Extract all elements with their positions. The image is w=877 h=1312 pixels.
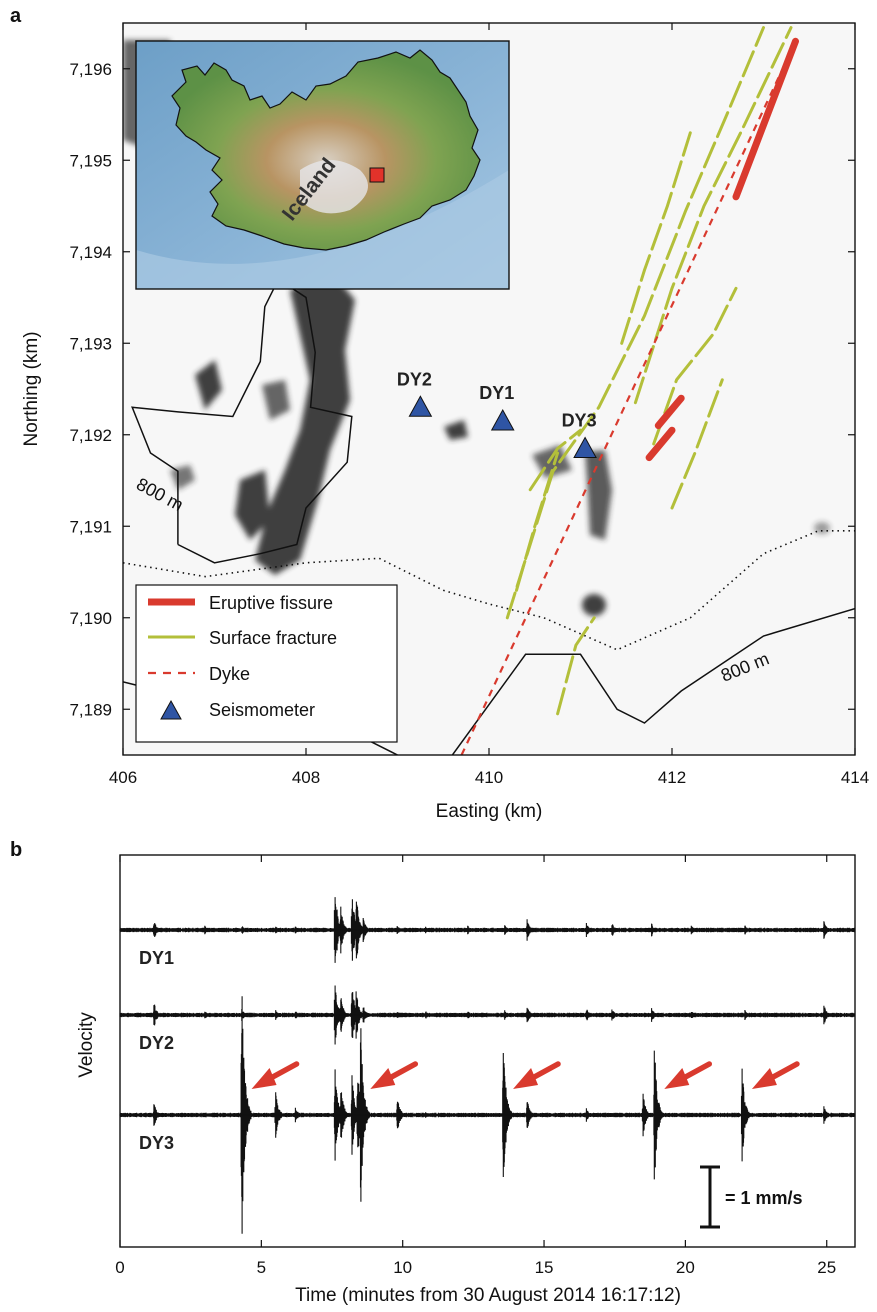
- event-arrow-head: [664, 1068, 690, 1089]
- map-x-tick-label: 412: [658, 768, 686, 787]
- surface-fracture: [620, 131, 692, 345]
- time-tick-label: 20: [676, 1258, 695, 1277]
- surface-fracture: [556, 616, 596, 716]
- surface-fracture: [515, 451, 560, 592]
- seismogram-x-axis-label: Time (minutes from 30 August 2014 16:17:…: [295, 1285, 681, 1306]
- contour-line: [131, 278, 353, 564]
- map-y-tick-label: 7,191: [69, 517, 112, 536]
- surface-fracture: [528, 428, 582, 492]
- seismometer-dy3: [573, 436, 597, 458]
- map-x-tick-label: 414: [841, 768, 869, 787]
- iceland-landmass: [171, 49, 481, 251]
- legend-fracture-label: Surface fracture: [209, 628, 337, 648]
- scale-bar-label: = 1 mm/s: [725, 1188, 803, 1208]
- time-tick-label: 15: [535, 1258, 554, 1277]
- trace-label-dy2: DY2: [139, 1033, 174, 1053]
- dyke-line: [460, 40, 797, 755]
- surface-fracture: [670, 378, 724, 510]
- seismometer-dy1: [490, 408, 515, 431]
- trace-labels: DY1 DY2 DY3: [139, 948, 174, 1153]
- time-tick-label: 10: [393, 1258, 412, 1277]
- legend-dyke-label: Dyke: [209, 664, 250, 684]
- station-label-dy3: DY3: [562, 410, 597, 430]
- map-y-axis-label: Northing (km): [21, 331, 42, 446]
- map-x-tick-label: 408: [292, 768, 320, 787]
- surface-fractures: [505, 26, 793, 716]
- iceland-highland: [300, 160, 368, 214]
- map-y-tick-label: 7,189: [69, 700, 112, 719]
- inset-location-marker: [369, 167, 385, 183]
- inset-frame: [135, 40, 510, 290]
- time-tick-label: 25: [817, 1258, 836, 1277]
- legend-fissure-label: Eruptive fissure: [209, 593, 333, 613]
- surface-fracture: [633, 26, 793, 405]
- map-x-axis-label: Easting (km): [436, 801, 543, 822]
- event-arrow-head: [751, 1068, 777, 1089]
- eruptive-fissure: [645, 426, 676, 462]
- map-x-tick-label: 410: [475, 768, 503, 787]
- panel-label-b: b: [10, 839, 22, 861]
- map-y-tick-label: 7,193: [69, 334, 112, 353]
- eruptive-fissure: [654, 394, 685, 430]
- panel-label-a: a: [10, 5, 22, 27]
- surface-fracture: [652, 286, 738, 446]
- seismogram-x-axis: 0 5 10 15 20 25: [115, 855, 836, 1277]
- legend-seismometer-swatch: [160, 699, 182, 720]
- event-arrows: [251, 1061, 800, 1089]
- seismometer-dy2: [408, 395, 433, 417]
- map-y-tick-label: 7,195: [69, 151, 112, 170]
- inset-shelf: [136, 170, 509, 289]
- map-x-tick-label: 406: [109, 768, 137, 787]
- map-x-axis: 406 408 410 412 414: [109, 23, 869, 787]
- map-y-tick-label: 7,192: [69, 426, 112, 445]
- event-arrow-head: [370, 1068, 396, 1089]
- map-y-tick-label: 7,196: [69, 60, 112, 79]
- map-y-tick-label: 7,190: [69, 609, 112, 628]
- station-label-dy1: DY1: [479, 383, 514, 403]
- inset-map: Iceland: [135, 40, 510, 290]
- event-arrow-head: [513, 1068, 539, 1089]
- event-arrow-head: [251, 1068, 277, 1089]
- legend: Eruptive fissure Surface fracture Dyke S…: [135, 584, 398, 743]
- station-label-dy2: DY2: [397, 369, 432, 389]
- trace-label-dy3: DY3: [139, 1133, 174, 1153]
- time-tick-label: 5: [257, 1258, 266, 1277]
- seismogram-panel: DY1 DY2 DY3 = 1 mm/s 0 5 10 15 20 25 Time (minu…: [76, 854, 856, 1306]
- contour-line: [451, 607, 855, 755]
- legend-seismometer-label: Seismometer: [209, 700, 315, 720]
- map-y-axis: 7,189 7,190 7,191 7,192 7,193 7,194 7,195 7,196: [69, 60, 855, 719]
- time-tick-label: 0: [115, 1258, 124, 1277]
- trace-label-dy1: DY1: [139, 948, 174, 968]
- seismogram-y-axis-label: Velocity: [76, 1012, 97, 1078]
- seismometer-stations: DY2 DY1 DY3: [397, 369, 597, 458]
- seismogram-traces: [119, 897, 856, 1234]
- eruptive-fissure: [732, 37, 799, 201]
- eruptive-fissures: [645, 37, 799, 462]
- velocity-scale-bar: = 1 mm/s: [700, 1165, 803, 1229]
- map-y-tick-label: 7,194: [69, 243, 112, 262]
